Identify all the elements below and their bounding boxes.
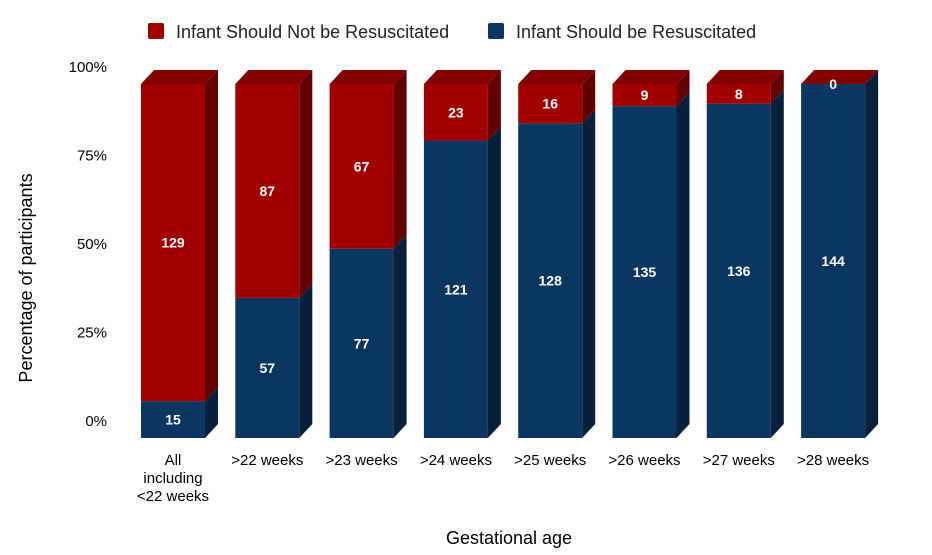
- data-label: 77: [354, 335, 370, 351]
- bar-top-face: [801, 70, 879, 84]
- data-label: 8: [735, 86, 743, 102]
- x-tick-label: >24 weeks: [420, 452, 492, 469]
- bar-stack: 77 67: [329, 70, 407, 438]
- y-tick-label: 75%: [77, 148, 107, 165]
- y-axis-title: Percentage of participants: [16, 173, 36, 382]
- bars: 15 129 57 87 77 67 121 23 128 16 135 9 136 8 144 0: [141, 70, 879, 439]
- bar-top-face: [235, 70, 313, 84]
- bar-top-face: [141, 70, 218, 84]
- legend-label: Infant Should be Resuscitated: [516, 22, 756, 42]
- y-tick-label: 25%: [77, 325, 107, 342]
- data-label: 57: [260, 360, 276, 376]
- x-tick-label: >27 weeks: [703, 452, 775, 469]
- x-axis-ticks: All including <22 weeks >22 weeks >23 weeks >…: [137, 452, 869, 505]
- bar-segment: [706, 103, 771, 439]
- legend-swatch: [488, 23, 504, 39]
- legend-item: Infant Should be Resuscitated: [488, 22, 756, 42]
- data-label: 67: [354, 158, 370, 174]
- data-label: 87: [260, 183, 276, 199]
- bar-top-face: [612, 70, 690, 84]
- bar-stack: 136 8: [706, 70, 784, 439]
- bar-segment: [612, 106, 677, 438]
- data-label: 0: [829, 76, 837, 92]
- bar-top-face: [329, 70, 407, 84]
- x-tick-label: >26 weeks: [608, 452, 680, 469]
- bar-stack: 57 87: [235, 70, 313, 438]
- bar-segment-side: [205, 70, 218, 402]
- x-tick-label: >28 weeks: [797, 452, 869, 469]
- bar-segment-side: [770, 70, 784, 104]
- x-tick-label: >22 weeks: [231, 452, 303, 469]
- y-tick-label: 0%: [85, 413, 107, 430]
- data-label: 135: [633, 264, 657, 280]
- bar-segment: [141, 401, 205, 438]
- data-label: 16: [542, 96, 558, 112]
- bar-segment-side: [205, 387, 218, 438]
- bar-segment: [612, 84, 677, 107]
- bar-top-face: [518, 70, 596, 84]
- bar-stack: 15 129: [141, 70, 218, 438]
- bar-stack: 135 9: [612, 70, 690, 438]
- bar-segment: [423, 140, 488, 438]
- bar-segment: [518, 84, 583, 124]
- x-tick-label: >25 weeks: [514, 452, 586, 469]
- bar-segment-side: [393, 70, 407, 249]
- bar-segment: [423, 84, 488, 141]
- legend: Infant Should Not be Resuscitated Infant …: [148, 22, 756, 42]
- bar-segment-side: [393, 234, 407, 438]
- y-tick-label: 50%: [77, 236, 107, 253]
- bar-segment-side: [299, 283, 313, 438]
- bar-segment-side: [676, 70, 690, 107]
- bar-stack: 144 0: [801, 70, 879, 438]
- data-label: 128: [539, 273, 563, 289]
- data-label: 23: [448, 104, 464, 120]
- bar-segment-side: [582, 109, 596, 438]
- bar-segment: [329, 248, 394, 438]
- y-tick-label: 100%: [69, 59, 107, 76]
- data-label: 121: [444, 281, 468, 297]
- bar-segment: [801, 84, 866, 438]
- bar-segment: [141, 84, 205, 402]
- bar-segment: [706, 84, 771, 104]
- bar-segment-side: [487, 70, 501, 141]
- bar-segment-side: [582, 70, 596, 124]
- bar-stack: 121 23: [423, 70, 501, 439]
- data-label: 136: [727, 263, 751, 279]
- bar-segment-side: [676, 92, 690, 438]
- bar-segment: [235, 297, 300, 438]
- data-label: 9: [641, 87, 649, 103]
- x-axis-title: Gestational age: [446, 528, 572, 548]
- data-label: 144: [821, 253, 845, 269]
- bar-segment-side: [865, 70, 879, 438]
- legend-label: Infant Should Not be Resuscitated: [176, 22, 449, 42]
- y-axis-ticks: 0% 25% 50% 75% 100%: [69, 59, 107, 430]
- bar-segment-side: [487, 126, 501, 439]
- legend-item: Infant Should Not be Resuscitated: [148, 22, 449, 42]
- data-label: 15: [165, 412, 181, 428]
- bar-top-face: [423, 70, 501, 84]
- bar-segment: [518, 123, 583, 438]
- bar-top-face: [706, 70, 784, 84]
- bar-segment: [235, 84, 300, 298]
- x-tick-label: All including <22 weeks: [137, 452, 209, 505]
- bar-segment-side: [770, 89, 784, 439]
- bar-segment: [329, 84, 394, 249]
- bar-segment-side: [299, 70, 313, 298]
- bar-stack: 128 16: [518, 70, 596, 438]
- data-label: 129: [161, 235, 185, 251]
- legend-swatch: [148, 23, 164, 39]
- x-tick-label: >23 weeks: [326, 452, 398, 469]
